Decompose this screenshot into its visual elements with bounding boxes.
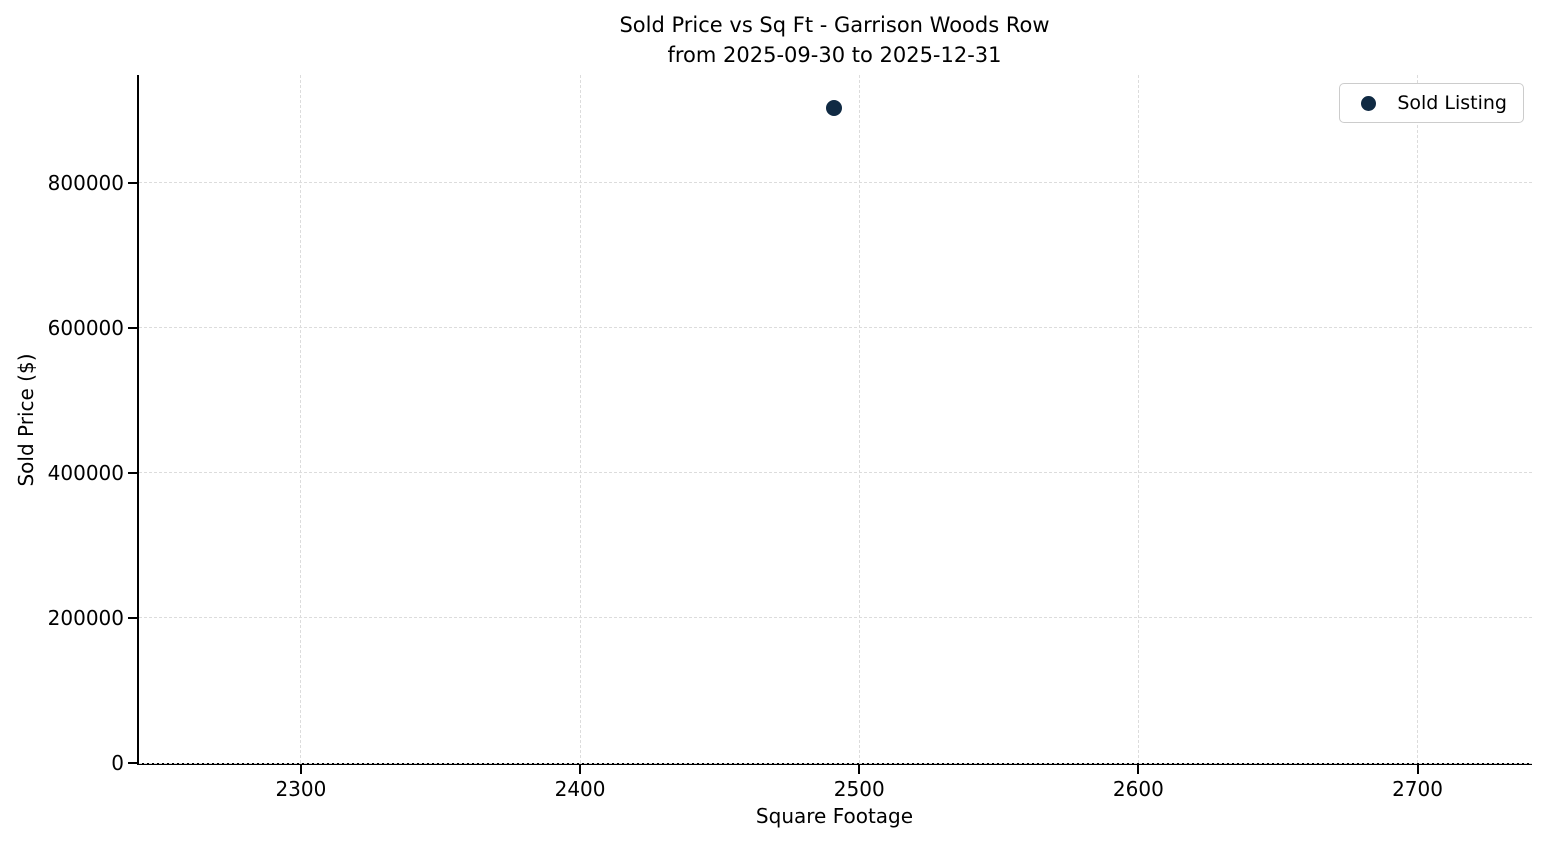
x-gridline xyxy=(858,75,860,763)
y-gridline xyxy=(139,762,1532,764)
x-tick-mark xyxy=(299,765,302,774)
y-gridline xyxy=(139,617,1532,619)
y-tick-label: 600000 xyxy=(47,315,124,340)
y-gridline xyxy=(139,327,1532,329)
y-tick-mark xyxy=(128,471,137,474)
y-gridline xyxy=(139,182,1532,183)
x-tick-label: 2400 xyxy=(554,777,606,801)
x-tick-label: 2500 xyxy=(833,777,885,801)
y-tick-mark xyxy=(128,616,137,619)
y-tick-label: 0 xyxy=(111,751,124,775)
y-tick-mark xyxy=(128,326,137,329)
x-tick-mark xyxy=(1137,765,1140,774)
x-tick-mark xyxy=(1416,765,1419,774)
chart-title-line1: Sold Price vs Sq Ft - Garrison Woods Row xyxy=(619,13,1050,37)
x-tick-label: 2700 xyxy=(1392,777,1443,801)
legend: Sold Listing xyxy=(1339,83,1524,123)
chart-title: Sold Price vs Sq Ft - Garrison Woods Row… xyxy=(137,10,1532,70)
chart-title-line2: from 2025-09-30 to 2025-12-31 xyxy=(667,43,1002,67)
scatter-point xyxy=(826,99,843,116)
plot-area: 800000 600000 400000 200000 0 2700 2600 2500 240… xyxy=(48,75,1532,801)
y-tick-label: 800000 xyxy=(47,170,124,195)
y-tick-mark xyxy=(128,762,137,764)
y-tick-mark xyxy=(128,181,137,184)
x-gridline xyxy=(1417,75,1419,763)
x-gridline xyxy=(1137,75,1139,763)
sold-listing-marker-icon xyxy=(1361,95,1377,111)
y-tick-label: 200000 xyxy=(47,605,124,630)
x-tick-mark xyxy=(858,765,861,774)
x-tick-label: 2300 xyxy=(275,777,327,801)
x-axis-label: Square Footage xyxy=(755,804,914,828)
y-tick-label: 400000 xyxy=(47,460,124,485)
x-tick-label: 2600 xyxy=(1112,777,1164,801)
x-tick-mark xyxy=(579,765,582,774)
legend-label: Sold Listing xyxy=(1397,92,1507,114)
y-gridline xyxy=(139,472,1532,474)
x-gridline xyxy=(300,75,302,763)
x-gridline xyxy=(579,75,581,763)
